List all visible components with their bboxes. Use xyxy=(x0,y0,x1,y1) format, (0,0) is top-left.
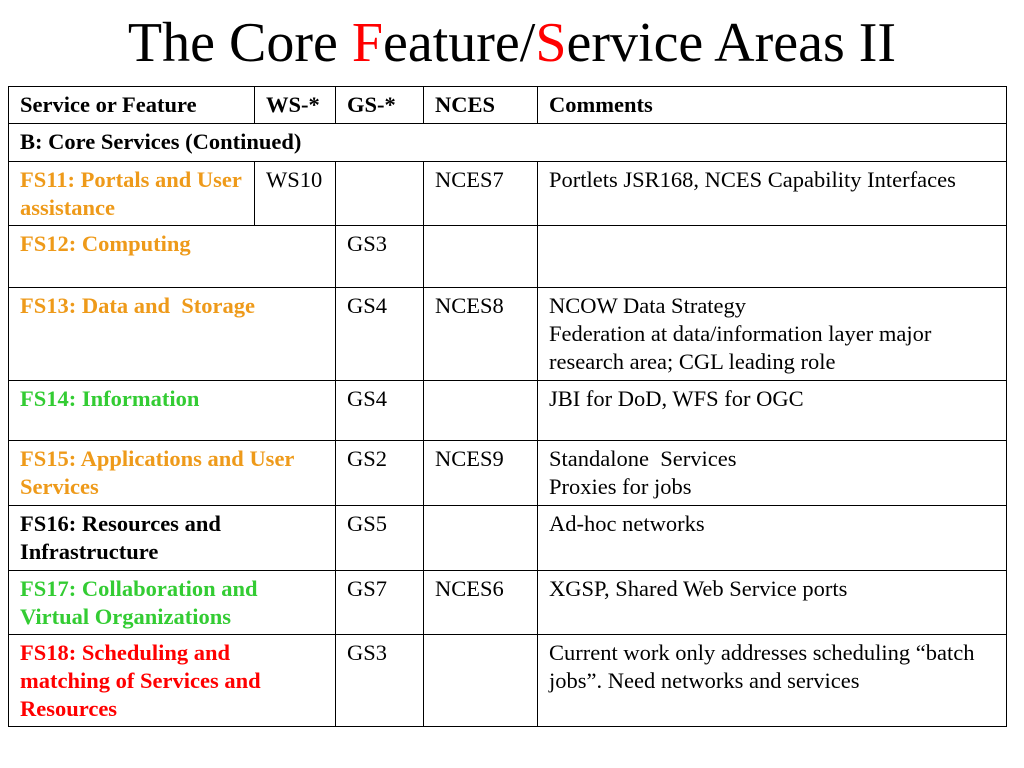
comment-line: Proxies for jobs xyxy=(549,474,692,499)
column-header-label: Comments xyxy=(549,92,653,117)
feature-table: Service or Feature WS-* GS-* NCES Comments B:… xyxy=(8,86,1007,727)
feature-label: Resources xyxy=(20,696,118,721)
feature-label: Virtual Organizations xyxy=(20,604,232,629)
feature-label: FS12: Computing xyxy=(20,231,191,256)
comment-line: jobs”. Need networks and services xyxy=(549,668,860,693)
feature-cell: FS14: Information xyxy=(9,381,336,441)
nces-cell xyxy=(424,635,538,727)
feature-label: FS15: Applications and User xyxy=(20,446,295,471)
gs-value: GS2 xyxy=(347,446,388,471)
comments-cell: NCOW Data Strategy Federation at data/inf… xyxy=(538,288,1007,381)
gs-cell xyxy=(336,162,424,226)
section-label: B: Core Services (Continued) xyxy=(20,129,302,154)
title-accent-letter: S xyxy=(535,12,567,74)
nces-value: NCES9 xyxy=(435,446,504,471)
comment-line: research area; CGL leading role xyxy=(549,349,836,374)
gs-cell: GS2 xyxy=(336,441,424,506)
feature-label: Services xyxy=(20,474,99,499)
gs-value: GS4 xyxy=(347,386,388,411)
column-header-comments: Comments xyxy=(538,87,1007,124)
feature-label: FS18: Scheduling and xyxy=(20,640,231,665)
column-header-nces: NCES xyxy=(424,87,538,124)
nces-cell xyxy=(424,506,538,571)
feature-cell: FS16: Resources and Infrastructure xyxy=(9,506,336,571)
gs-cell: GS3 xyxy=(336,635,424,727)
title-text-segment: The Core xyxy=(127,12,352,74)
comments-cell: JBI for DoD, WFS for OGC xyxy=(538,381,1007,441)
feature-label: FS11: Portals and User xyxy=(20,167,242,192)
column-header-service-or-feature: Service or Feature xyxy=(9,87,255,124)
nces-cell: NCES8 xyxy=(424,288,538,381)
column-header-ws: WS-* xyxy=(255,87,336,124)
feature-label: FS13: Data and Storage xyxy=(20,293,255,318)
gs-cell: GS3 xyxy=(336,226,424,288)
column-header-gs: GS-* xyxy=(336,87,424,124)
ws-value: WS10 xyxy=(266,167,323,192)
gs-value: GS3 xyxy=(347,640,388,665)
comments-cell: Current work only addresses scheduling “… xyxy=(538,635,1007,727)
gs-cell: GS4 xyxy=(336,381,424,441)
comment-line: Federation at data/information layer maj… xyxy=(549,321,932,346)
comment-line: Portlets JSR168, NCES Capability Interfa… xyxy=(549,167,956,192)
gs-cell: GS7 xyxy=(336,571,424,635)
feature-cell: FS12: Computing xyxy=(9,226,336,288)
nces-cell xyxy=(424,381,538,441)
gs-cell: GS5 xyxy=(336,506,424,571)
column-header-label: WS-* xyxy=(266,92,320,117)
comments-cell: Portlets JSR168, NCES Capability Interfa… xyxy=(538,162,1007,226)
feature-label: FS14: Information xyxy=(20,386,200,411)
nces-value: NCES7 xyxy=(435,167,504,192)
feature-cell: FS17: Collaboration and Virtual Organizat… xyxy=(9,571,336,635)
feature-label: matching of Services and xyxy=(20,668,261,693)
ws-cell: WS10 xyxy=(255,162,336,226)
section-cell: B: Core Services (Continued) xyxy=(9,124,1007,162)
comment-line: Current work only addresses scheduling “… xyxy=(549,640,975,665)
gs-value: GS5 xyxy=(347,511,388,536)
column-header-label: Service or Feature xyxy=(20,92,197,117)
feature-cell: FS15: Applications and User Services xyxy=(9,441,336,506)
nces-value: NCES6 xyxy=(435,576,504,601)
feature-label: FS16: Resources and xyxy=(20,511,221,536)
nces-value: NCES8 xyxy=(435,293,504,318)
feature-cell: FS18: Scheduling and matching of Services… xyxy=(9,635,336,727)
nces-cell: NCES6 xyxy=(424,571,538,635)
feature-label: assistance xyxy=(20,195,115,220)
nces-cell xyxy=(424,226,538,288)
feature-cell: FS13: Data and Storage xyxy=(9,288,336,381)
comment-line: XGSP, Shared Web Service ports xyxy=(549,576,848,601)
comment-line: Standalone Services xyxy=(549,446,737,471)
column-header-label: GS-* xyxy=(347,92,396,117)
comments-cell: Ad-hoc networks xyxy=(538,506,1007,571)
gs-value: GS4 xyxy=(347,293,388,318)
comments-cell: XGSP, Shared Web Service ports xyxy=(538,571,1007,635)
comment-line: JBI for DoD, WFS for OGC xyxy=(549,386,804,411)
gs-value: GS7 xyxy=(347,576,388,601)
gs-value: GS3 xyxy=(347,231,388,256)
nces-cell: NCES7 xyxy=(424,162,538,226)
comments-cell: Standalone Services Proxies for jobs xyxy=(538,441,1007,506)
nces-cell: NCES9 xyxy=(424,441,538,506)
title-text-segment: ervice Areas II xyxy=(566,12,897,74)
feature-cell: FS11: Portals and User assistance xyxy=(9,162,255,226)
column-header-label: NCES xyxy=(435,92,496,117)
feature-label: Infrastructure xyxy=(20,539,159,564)
comment-line: Ad-hoc networks xyxy=(549,511,705,536)
slide-title: The Core Feature/Service Areas II xyxy=(0,11,1024,75)
title-accent-letter: F xyxy=(351,12,383,74)
gs-cell: GS4 xyxy=(336,288,424,381)
comment-line: NCOW Data Strategy xyxy=(549,293,747,318)
feature-label: FS17: Collaboration and xyxy=(20,576,258,601)
comments-cell xyxy=(538,226,1007,288)
title-text-segment: eature/ xyxy=(383,12,536,74)
